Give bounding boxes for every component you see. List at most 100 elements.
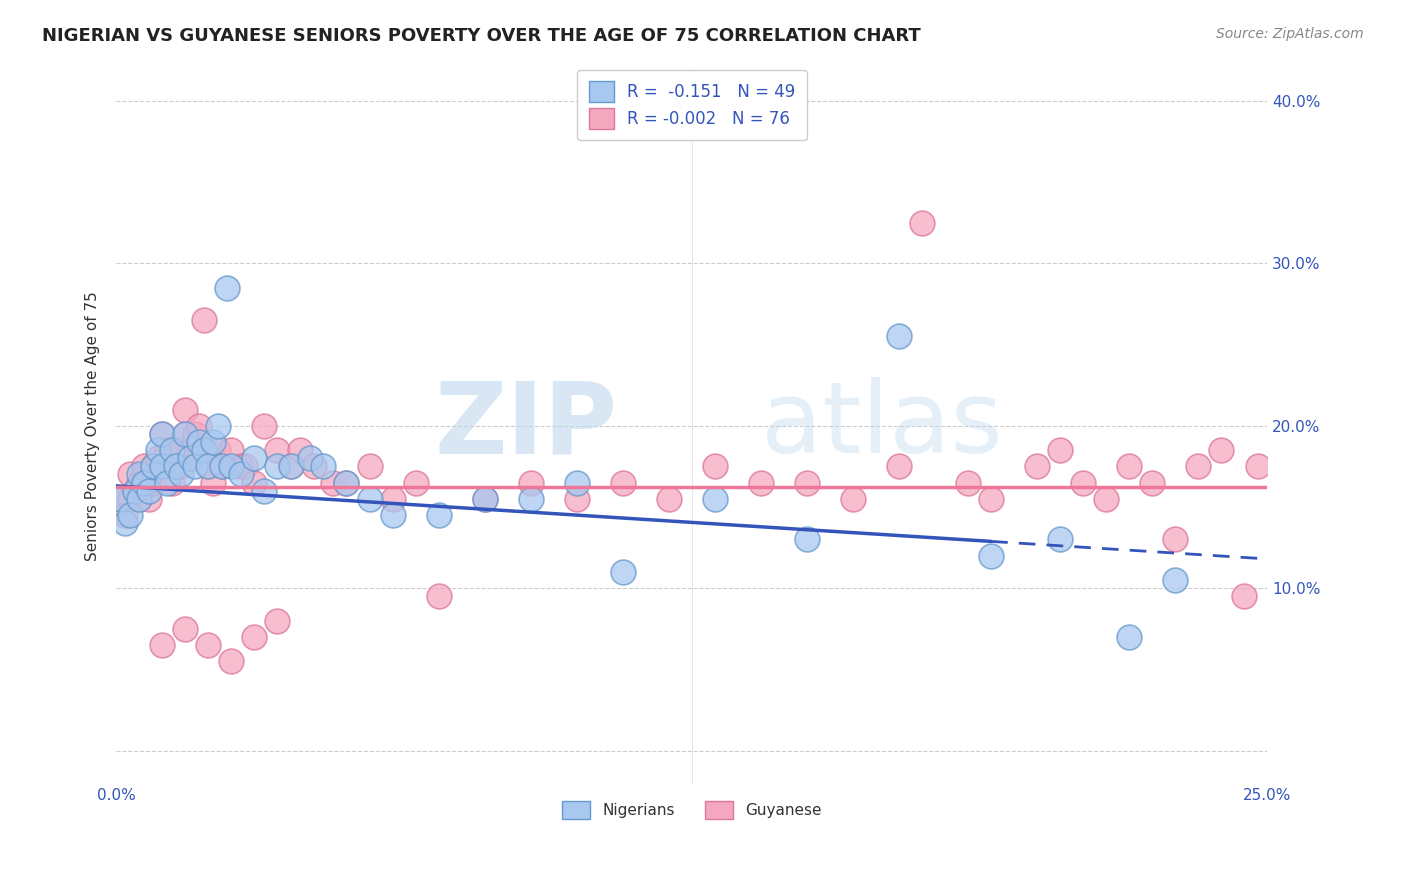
- Legend: Nigerians, Guyanese: Nigerians, Guyanese: [557, 795, 827, 825]
- Point: [1164, 573, 1187, 587]
- Point: [179, 451, 201, 466]
- Point: [252, 483, 274, 498]
- Point: [188, 418, 211, 433]
- Point: [197, 459, 219, 474]
- Point: [266, 443, 288, 458]
- Point: [322, 475, 344, 490]
- Point: [156, 475, 179, 490]
- Point: [911, 216, 934, 230]
- Point: [1247, 459, 1270, 474]
- Point: [221, 459, 243, 474]
- Point: [174, 622, 197, 636]
- Point: [174, 426, 197, 441]
- Point: [150, 459, 173, 474]
- Point: [197, 638, 219, 652]
- Point: [170, 459, 193, 474]
- Point: [1049, 443, 1071, 458]
- Point: [519, 491, 541, 506]
- Point: [211, 459, 233, 474]
- Point: [132, 459, 155, 474]
- Point: [165, 459, 187, 474]
- Point: [150, 426, 173, 441]
- Point: [519, 475, 541, 490]
- Point: [138, 483, 160, 498]
- Point: [703, 491, 725, 506]
- Point: [796, 475, 818, 490]
- Point: [174, 426, 197, 441]
- Point: [201, 475, 224, 490]
- Point: [842, 491, 865, 506]
- Point: [796, 533, 818, 547]
- Point: [474, 491, 496, 506]
- Y-axis label: Seniors Poverty Over the Age of 75: Seniors Poverty Over the Age of 75: [86, 291, 100, 561]
- Point: [150, 638, 173, 652]
- Point: [120, 508, 142, 522]
- Text: NIGERIAN VS GUYANESE SENIORS POVERTY OVER THE AGE OF 75 CORRELATION CHART: NIGERIAN VS GUYANESE SENIORS POVERTY OVE…: [42, 27, 921, 45]
- Point: [110, 491, 132, 506]
- Point: [1211, 443, 1233, 458]
- Point: [197, 459, 219, 474]
- Point: [233, 459, 256, 474]
- Point: [179, 443, 201, 458]
- Text: Source: ZipAtlas.com: Source: ZipAtlas.com: [1216, 27, 1364, 41]
- Point: [243, 451, 266, 466]
- Point: [266, 459, 288, 474]
- Point: [221, 654, 243, 668]
- Point: [150, 459, 173, 474]
- Point: [174, 402, 197, 417]
- Point: [142, 459, 165, 474]
- Point: [207, 443, 229, 458]
- Point: [243, 475, 266, 490]
- Point: [1049, 533, 1071, 547]
- Point: [957, 475, 980, 490]
- Point: [193, 313, 215, 327]
- Point: [114, 516, 136, 531]
- Text: ZIP: ZIP: [434, 377, 617, 475]
- Point: [1071, 475, 1094, 490]
- Point: [474, 491, 496, 506]
- Point: [120, 491, 142, 506]
- Point: [114, 508, 136, 522]
- Point: [252, 418, 274, 433]
- Text: atlas: atlas: [761, 377, 1002, 475]
- Point: [565, 475, 588, 490]
- Point: [229, 459, 252, 474]
- Point: [304, 459, 326, 474]
- Point: [124, 483, 146, 498]
- Point: [280, 459, 302, 474]
- Point: [1187, 459, 1209, 474]
- Point: [128, 491, 150, 506]
- Point: [243, 630, 266, 644]
- Point: [749, 475, 772, 490]
- Point: [381, 508, 404, 522]
- Point: [887, 459, 910, 474]
- Point: [138, 491, 160, 506]
- Point: [221, 443, 243, 458]
- Point: [160, 443, 183, 458]
- Point: [312, 459, 335, 474]
- Point: [565, 491, 588, 506]
- Point: [1233, 589, 1256, 603]
- Point: [156, 443, 179, 458]
- Point: [128, 491, 150, 506]
- Point: [703, 459, 725, 474]
- Point: [298, 451, 321, 466]
- Point: [138, 475, 160, 490]
- Point: [146, 443, 169, 458]
- Point: [132, 467, 155, 482]
- Point: [658, 491, 681, 506]
- Point: [980, 549, 1002, 563]
- Point: [142, 459, 165, 474]
- Point: [887, 329, 910, 343]
- Point: [335, 475, 357, 490]
- Point: [612, 565, 634, 579]
- Point: [193, 443, 215, 458]
- Point: [188, 435, 211, 450]
- Point: [266, 614, 288, 628]
- Point: [359, 491, 381, 506]
- Point: [160, 459, 183, 474]
- Point: [120, 467, 142, 482]
- Point: [1118, 459, 1140, 474]
- Point: [1118, 630, 1140, 644]
- Point: [612, 475, 634, 490]
